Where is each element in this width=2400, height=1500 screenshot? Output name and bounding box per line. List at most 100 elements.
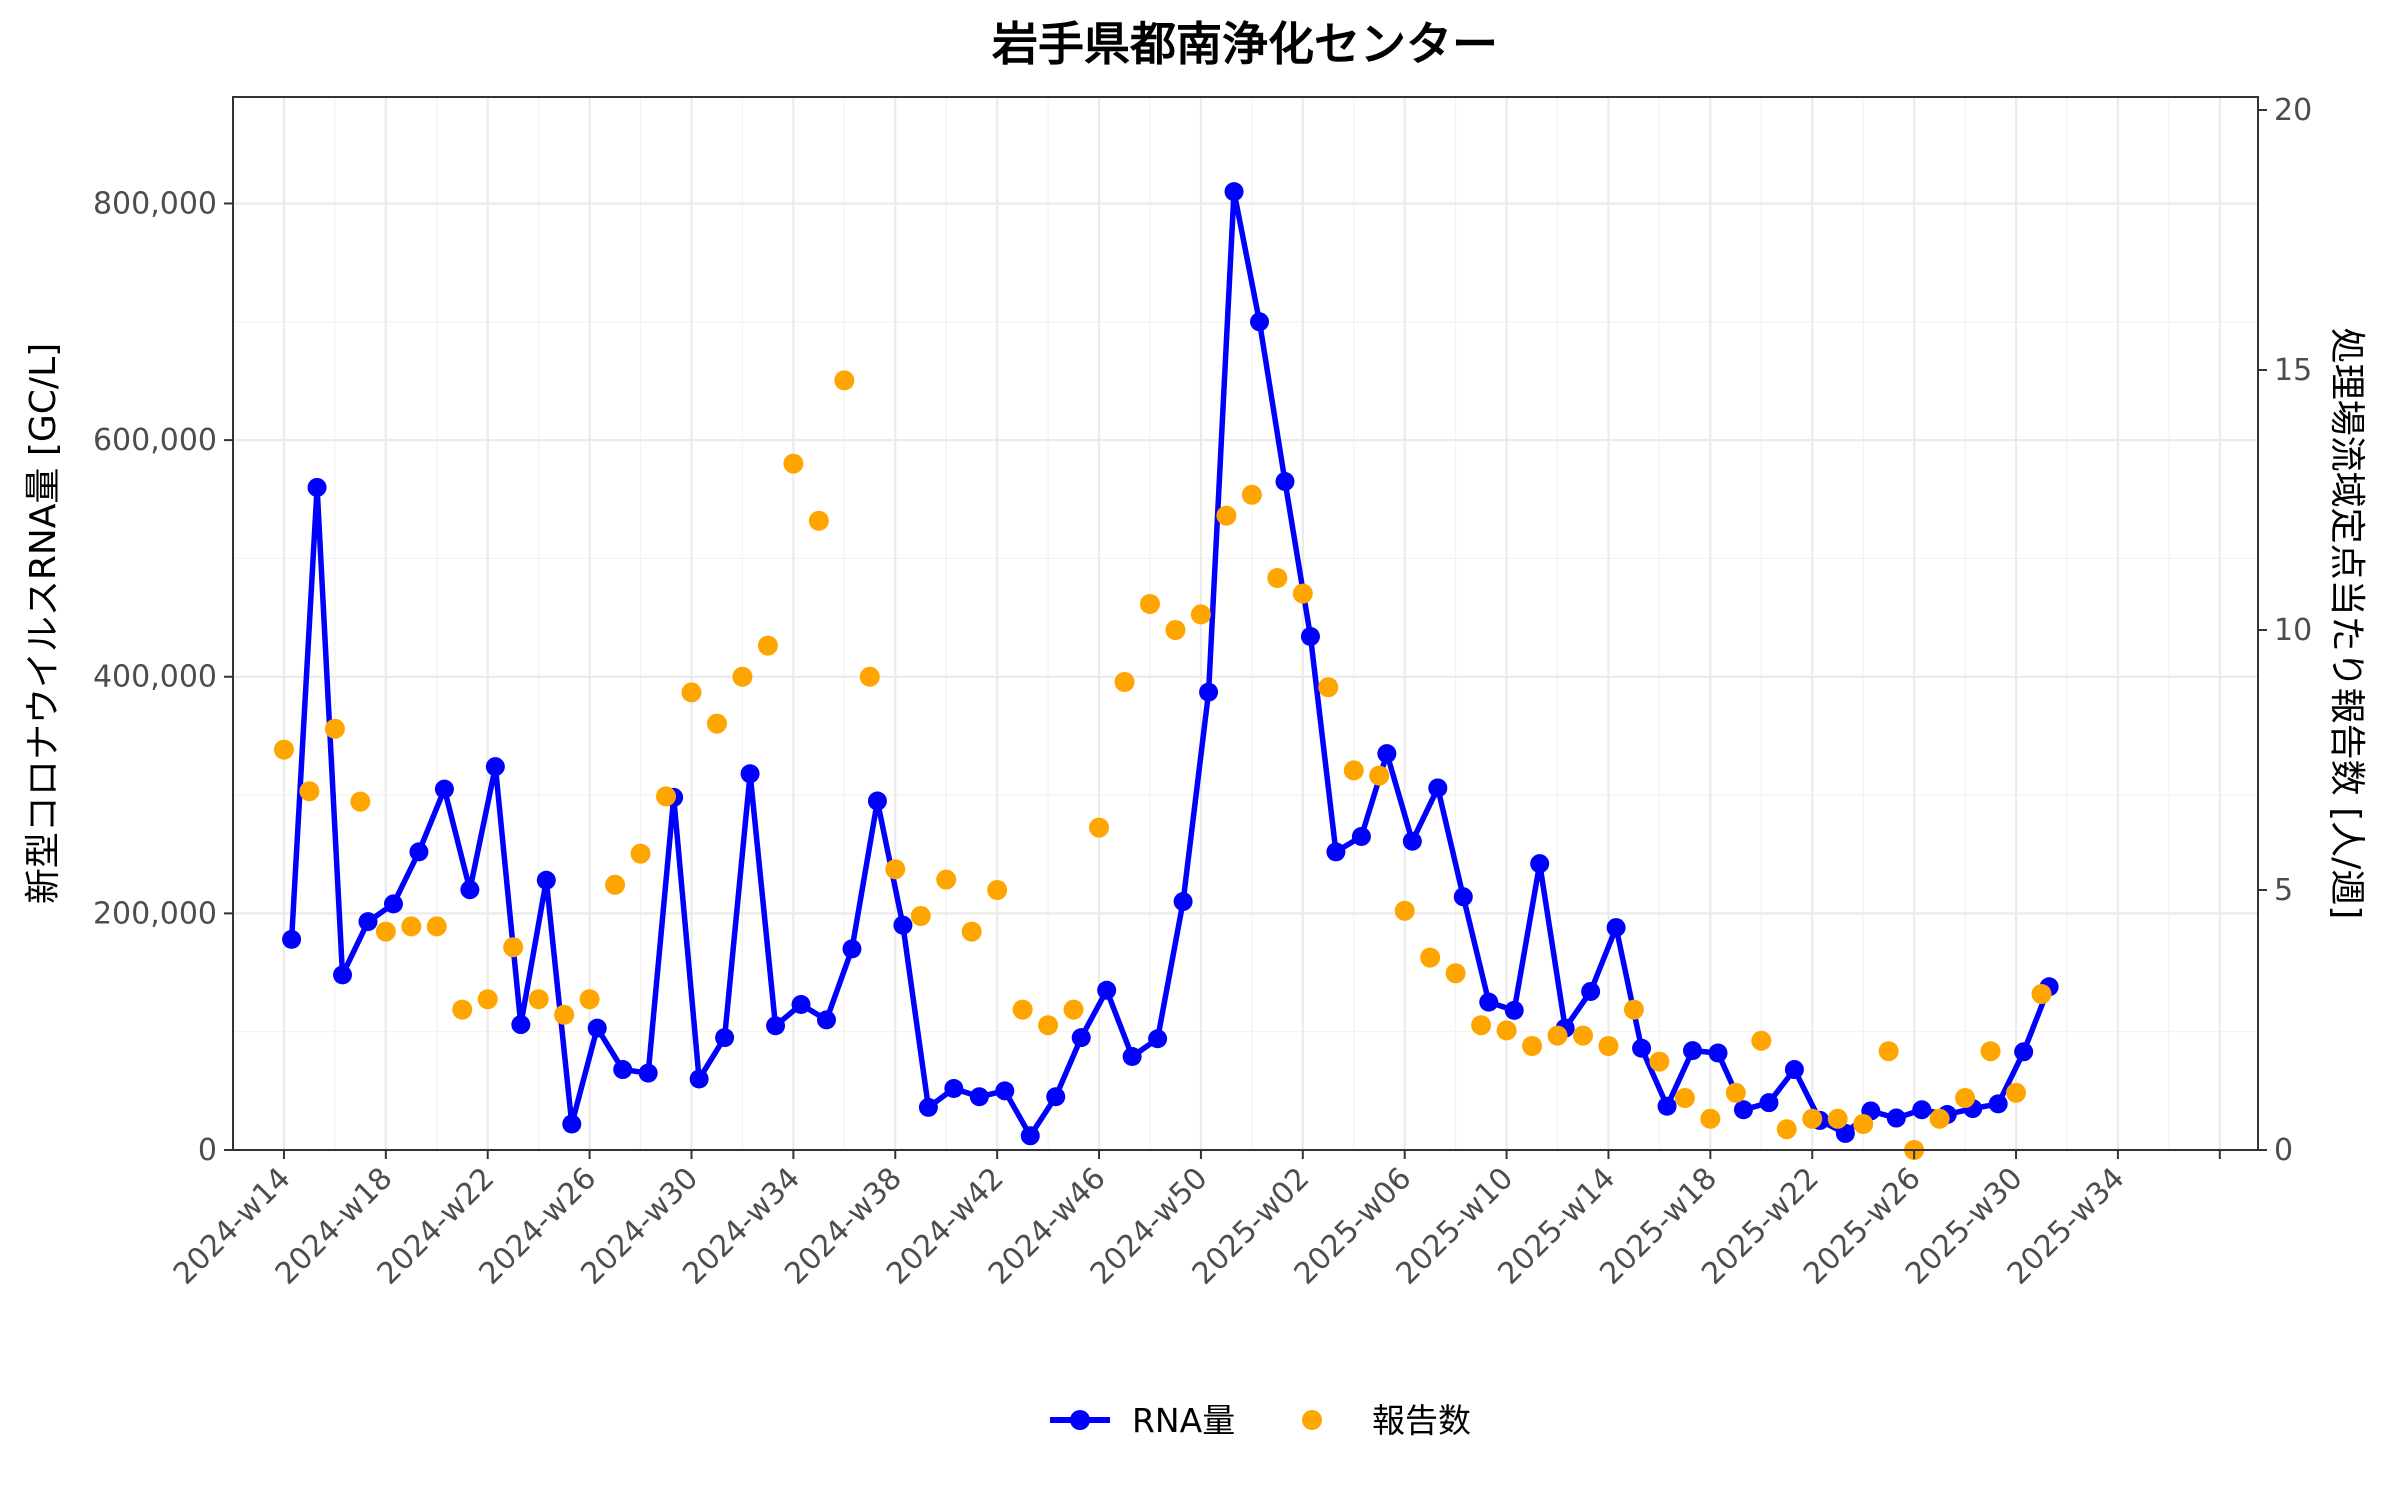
rna-point xyxy=(1402,831,1422,851)
rna-point xyxy=(333,965,353,985)
report-point xyxy=(732,666,753,687)
report-point xyxy=(1139,594,1160,614)
rna-point xyxy=(1683,1041,1703,1061)
report-point xyxy=(299,781,320,802)
report-point xyxy=(757,635,778,656)
report-point xyxy=(324,718,345,739)
report-point xyxy=(2006,1082,2027,1103)
y-tick-label: 0 xyxy=(198,1133,217,1168)
rna-point xyxy=(1046,1087,1066,1107)
report-point xyxy=(503,937,524,958)
report-point xyxy=(783,453,804,474)
rna-point xyxy=(1912,1100,1932,1120)
rna-point xyxy=(307,477,327,497)
rna-point xyxy=(511,1015,531,1035)
report-point xyxy=(1598,1036,1619,1056)
report-point xyxy=(1700,1108,1721,1129)
report-point xyxy=(1369,765,1390,786)
grid xyxy=(233,97,2258,1152)
rna-point xyxy=(1300,627,1320,647)
report-point xyxy=(554,1004,575,1025)
rna-point xyxy=(409,842,429,862)
rna-point xyxy=(1377,744,1397,764)
report-point xyxy=(885,859,906,880)
y-axis-title: 新型コロナウイルスRNA量 [GC/L] xyxy=(23,343,64,904)
report-point xyxy=(1292,583,1313,604)
rna-point xyxy=(816,1010,836,1030)
report-point xyxy=(273,739,294,760)
rna-point xyxy=(1148,1029,1168,1049)
rna-point xyxy=(1199,682,1219,702)
rna-point xyxy=(1351,826,1371,846)
report-point xyxy=(1827,1108,1848,1129)
rna-point xyxy=(740,764,760,784)
report-point xyxy=(1649,1051,1670,1072)
legend-rna-label: RNA量 xyxy=(1132,1401,1235,1440)
report-point xyxy=(1038,1015,1059,1036)
rna-point xyxy=(536,870,556,890)
rna-point xyxy=(638,1063,658,1083)
report-point xyxy=(1623,999,1644,1020)
report-point xyxy=(1853,1114,1874,1134)
rna-point xyxy=(1173,892,1193,912)
report-point xyxy=(1445,963,1466,984)
report-point xyxy=(834,370,855,391)
report-point xyxy=(1420,947,1441,968)
rna-point xyxy=(689,1069,709,1089)
report-point xyxy=(630,843,651,864)
y2-axis-title: 処理場流域定点当たり報告数 [人/週] xyxy=(2326,328,2367,920)
rna-point xyxy=(1606,918,1626,938)
report-point xyxy=(1522,1036,1543,1056)
report-point xyxy=(1878,1041,1899,1062)
rna-point xyxy=(358,912,378,932)
y-tick-label: 800,000 xyxy=(93,186,217,221)
report-series xyxy=(273,370,2052,1160)
rna-point xyxy=(715,1028,735,1048)
rna-point xyxy=(485,757,505,777)
report-point xyxy=(528,989,549,1010)
report-point xyxy=(1089,817,1110,838)
report-point xyxy=(961,921,982,942)
report-point xyxy=(426,916,447,937)
report-point xyxy=(1674,1088,1695,1108)
rna-point xyxy=(282,929,302,949)
rna-point xyxy=(1071,1028,1091,1048)
report-point xyxy=(1955,1088,1976,1108)
rna-point xyxy=(383,894,403,914)
rna-point xyxy=(1250,312,1270,332)
report-point xyxy=(681,682,702,703)
rna-point xyxy=(1581,981,1601,1001)
report-point xyxy=(656,786,677,807)
report-point xyxy=(987,880,1008,900)
report-point xyxy=(1751,1030,1772,1051)
rna-point xyxy=(1733,1100,1753,1120)
report-point xyxy=(1012,999,1033,1020)
report-point xyxy=(1929,1108,1950,1129)
rna-point xyxy=(1479,992,1499,1012)
report-point xyxy=(1343,760,1364,781)
rna-point xyxy=(1759,1093,1779,1113)
rna-point xyxy=(1530,854,1550,874)
rna-point xyxy=(1275,472,1295,492)
rna-point xyxy=(1453,887,1473,907)
report-point xyxy=(910,906,931,926)
report-point xyxy=(706,713,727,734)
legend-report-label: 報告数 xyxy=(1372,1401,1471,1440)
y-tick-label: 400,000 xyxy=(93,660,217,695)
y2-tick-label: 15 xyxy=(2274,353,2312,388)
rna-point xyxy=(587,1018,607,1038)
report-point xyxy=(1547,1025,1568,1046)
rna-point xyxy=(766,1016,786,1036)
rna-point xyxy=(1326,842,1346,862)
plot-panel-border xyxy=(232,96,2259,1151)
report-point xyxy=(808,510,829,531)
report-point xyxy=(605,874,626,895)
report-point xyxy=(452,999,473,1020)
report-point xyxy=(1776,1119,1797,1140)
rna-point xyxy=(434,779,454,799)
rna-point xyxy=(1988,1094,2008,1114)
report-point xyxy=(1573,1025,1593,1046)
rna-point xyxy=(1122,1047,1142,1067)
rna-line xyxy=(288,188,2052,1139)
report-point xyxy=(1725,1082,1746,1103)
